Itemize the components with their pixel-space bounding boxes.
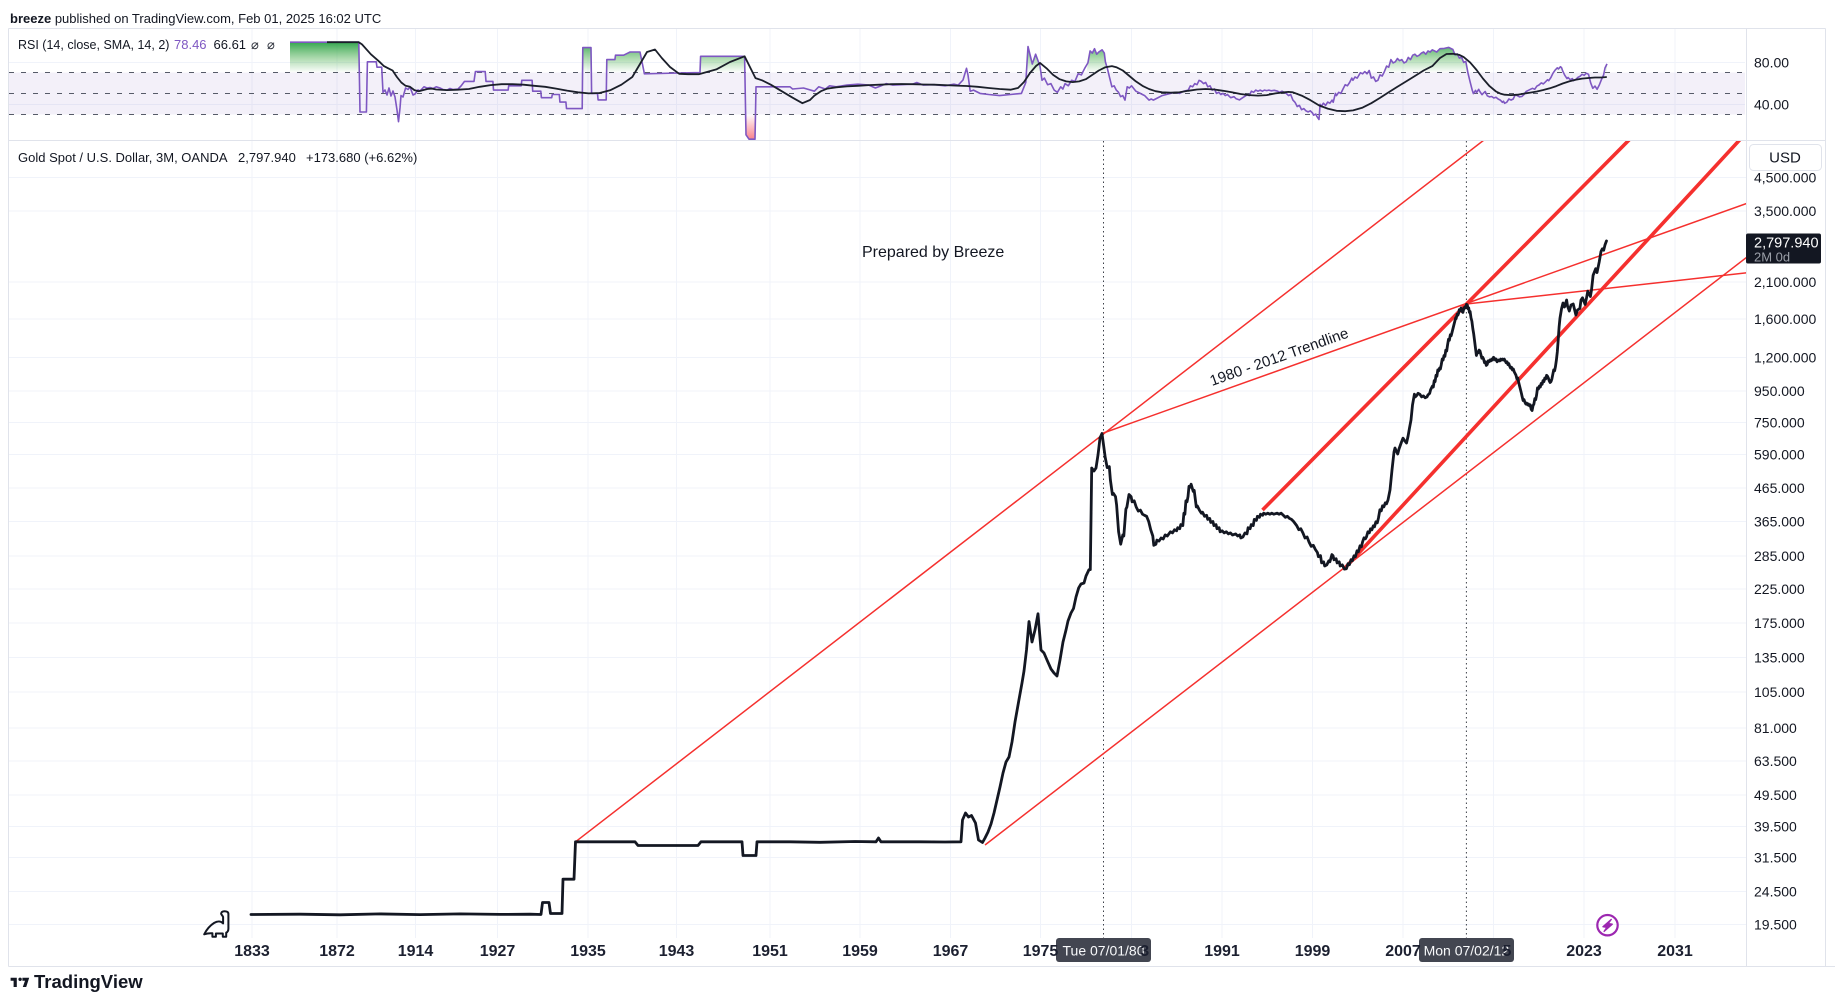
svg-text:1935: 1935: [570, 943, 606, 960]
svg-text:Mon 07/02/12: Mon 07/02/12: [1424, 943, 1510, 959]
svg-text:39.500: 39.500: [1754, 819, 1797, 835]
svg-text:breeze published on TradingVie: breeze published on TradingView.com, Feb…: [10, 11, 381, 26]
svg-text:1,200.000: 1,200.000: [1754, 350, 1816, 366]
svg-text:1991: 1991: [1204, 943, 1240, 960]
svg-text:24.500: 24.500: [1754, 884, 1797, 900]
svg-text:1975: 1975: [1023, 943, 1059, 960]
svg-text:135.000: 135.000: [1754, 650, 1805, 666]
svg-text:63.500: 63.500: [1754, 753, 1797, 769]
svg-text:1943: 1943: [659, 943, 695, 960]
svg-text:80.00: 80.00: [1754, 55, 1789, 71]
svg-text:2,100.000: 2,100.000: [1754, 274, 1816, 290]
svg-text:⌀: ⌀: [267, 37, 275, 52]
svg-text:+173.680 (+6.62%): +173.680 (+6.62%): [306, 150, 417, 165]
svg-text:4,500.000: 4,500.000: [1754, 170, 1816, 186]
svg-text:Prepared by Breeze: Prepared by Breeze: [862, 244, 1004, 261]
svg-text:40.00: 40.00: [1754, 97, 1789, 113]
svg-text:1833: 1833: [234, 943, 270, 960]
svg-text:1914: 1914: [398, 943, 434, 960]
svg-text:5: 5: [1503, 943, 1512, 960]
svg-text:2023: 2023: [1566, 943, 1602, 960]
svg-text:2,797.940: 2,797.940: [1754, 236, 1819, 252]
svg-text:2,797.940: 2,797.940: [238, 150, 296, 165]
svg-text:66.61: 66.61: [214, 37, 247, 52]
svg-text:590.000: 590.000: [1754, 447, 1805, 463]
svg-text:2031: 2031: [1657, 943, 1693, 960]
svg-text:TradingView: TradingView: [34, 971, 143, 992]
svg-text:1967: 1967: [933, 943, 969, 960]
svg-text:365.000: 365.000: [1754, 514, 1805, 530]
svg-text:1,600.000: 1,600.000: [1754, 311, 1816, 327]
svg-text:19.500: 19.500: [1754, 917, 1797, 933]
svg-text:750.000: 750.000: [1754, 415, 1805, 431]
svg-text:78.46: 78.46: [174, 37, 207, 52]
svg-text:950.000: 950.000: [1754, 383, 1805, 399]
svg-text:USD: USD: [1769, 150, 1801, 167]
svg-text:2M 0d: 2M 0d: [1754, 250, 1790, 265]
svg-text:Tue 07/01/80: Tue 07/01/80: [1063, 943, 1145, 959]
svg-text:2007: 2007: [1385, 943, 1421, 960]
svg-text:1959: 1959: [842, 943, 878, 960]
svg-text:3,500.000: 3,500.000: [1754, 203, 1816, 219]
svg-text:225.000: 225.000: [1754, 581, 1805, 597]
svg-text:1999: 1999: [1295, 943, 1331, 960]
svg-text:285.000: 285.000: [1754, 548, 1805, 564]
svg-text:3: 3: [1140, 943, 1149, 960]
svg-text:1927: 1927: [480, 943, 516, 960]
svg-text:⌀: ⌀: [251, 37, 259, 52]
svg-text:105.000: 105.000: [1754, 684, 1805, 700]
svg-text:49.500: 49.500: [1754, 787, 1797, 803]
svg-text:1951: 1951: [752, 943, 788, 960]
svg-text:31.500: 31.500: [1754, 850, 1797, 866]
svg-text:175.000: 175.000: [1754, 615, 1805, 631]
svg-text:1872: 1872: [319, 943, 355, 960]
svg-text:465.000: 465.000: [1754, 480, 1805, 496]
svg-text:81.000: 81.000: [1754, 720, 1797, 736]
svg-text:RSI (14, close, SMA, 14, 2): RSI (14, close, SMA, 14, 2): [18, 38, 169, 52]
svg-text:Gold Spot / U.S. Dollar, 3M, O: Gold Spot / U.S. Dollar, 3M, OANDA: [18, 150, 228, 165]
